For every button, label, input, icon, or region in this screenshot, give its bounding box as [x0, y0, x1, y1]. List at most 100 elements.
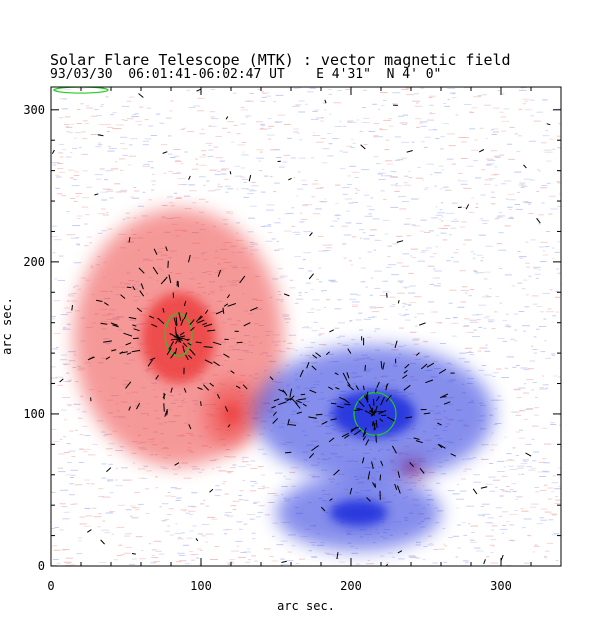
noise-dash: [203, 499, 206, 501]
noise-dash: [276, 240, 279, 242]
field-vector: [178, 312, 182, 321]
noise-dash: [423, 231, 431, 233]
noise-dash: [427, 265, 435, 267]
noise-dash: [534, 407, 540, 409]
noise-dash: [79, 523, 87, 525]
noise-dash: [261, 125, 265, 127]
noise-dash: [430, 174, 433, 176]
field-vector: [128, 406, 131, 411]
noise-dash: [305, 355, 310, 357]
noise-dash: [523, 369, 529, 371]
field-vector: [198, 316, 203, 320]
noise-dash: [557, 241, 560, 243]
noise-dash: [85, 105, 90, 107]
noise-dash: [139, 558, 146, 560]
noise-dash: [419, 122, 423, 124]
field-vector: [334, 372, 339, 376]
noise-dash: [250, 480, 257, 482]
noise-dash: [516, 208, 523, 210]
field-vector: [174, 348, 177, 354]
noise-dash: [258, 448, 264, 450]
noise-dash: [283, 475, 286, 477]
noise-dash: [132, 114, 137, 116]
field-vector: [364, 410, 373, 416]
noise-dash: [460, 141, 467, 143]
noise-dash: [202, 154, 206, 156]
noise-dash: [336, 337, 341, 339]
noise-dash: [311, 196, 315, 198]
noise-dash: [400, 315, 407, 317]
noise-dash: [491, 529, 494, 531]
noise-dash: [226, 212, 230, 214]
noise-dash: [497, 460, 505, 462]
noise-dash: [351, 139, 354, 140]
noise-dash: [374, 239, 378, 241]
noise-dash: [226, 471, 234, 473]
noise-dash: [177, 178, 185, 180]
noise-dash: [53, 278, 58, 280]
noise-dash: [436, 482, 441, 484]
noise-dash: [417, 480, 421, 481]
field-vector: [128, 316, 137, 320]
noise-dash: [267, 493, 273, 495]
field-vector: [362, 432, 367, 438]
noise-dash: [533, 266, 541, 268]
noise-dash: [288, 334, 297, 336]
noise-dash: [522, 392, 529, 394]
field-vector: [188, 424, 192, 430]
noise-dash: [132, 558, 137, 560]
noise-dash: [115, 191, 121, 193]
noise-dash: [493, 479, 500, 481]
noise-dash: [373, 135, 379, 137]
noise-dash: [555, 496, 558, 497]
noise-dash: [424, 489, 433, 491]
noise-dash: [294, 256, 301, 257]
field-vector: [182, 342, 188, 348]
noise-dash: [321, 250, 328, 252]
noise-dash: [546, 311, 555, 313]
noise-dash: [517, 282, 523, 284]
field-vector: [225, 116, 229, 120]
noise-dash: [460, 301, 467, 303]
noise-dash: [143, 163, 150, 165]
field-vector: [164, 408, 168, 417]
field-vector: [324, 99, 327, 104]
noise-dash: [151, 557, 159, 558]
noise-dash: [549, 195, 556, 197]
noise-dash: [482, 222, 488, 224]
noise-dash: [142, 191, 146, 193]
noise-dash: [372, 218, 380, 220]
field-vector: [426, 362, 435, 368]
noise-dash: [476, 550, 484, 552]
noise-dash: [227, 131, 231, 133]
noise-dash: [104, 179, 108, 181]
field-vector: [385, 384, 388, 391]
noise-dash: [263, 548, 271, 550]
field-vector: [111, 349, 117, 352]
noise-dash: [466, 352, 474, 353]
noise-dash: [322, 148, 330, 150]
noise-dash: [553, 375, 558, 377]
noise-dash: [395, 183, 398, 185]
field-vector: [96, 299, 103, 302]
noise-dash: [477, 350, 482, 352]
noise-dash: [188, 510, 196, 512]
noise-dash: [474, 139, 478, 141]
noise-dash: [258, 488, 265, 490]
noise-dash: [494, 311, 497, 313]
noise-dash: [518, 108, 523, 110]
noise-dash: [81, 206, 89, 208]
noise-dash: [460, 290, 469, 291]
noise-dash: [65, 562, 71, 564]
noise-dash: [318, 334, 322, 336]
noise-dash: [528, 275, 532, 277]
noise-dash: [138, 468, 146, 470]
noise-dash: [383, 318, 388, 320]
field-vector: [341, 432, 350, 438]
noise-dash: [242, 456, 249, 458]
noise-dash: [332, 138, 339, 140]
noise-dash: [332, 555, 336, 557]
field-vector: [229, 171, 232, 175]
noise-dash: [148, 199, 152, 201]
noise-dash: [380, 190, 385, 192]
